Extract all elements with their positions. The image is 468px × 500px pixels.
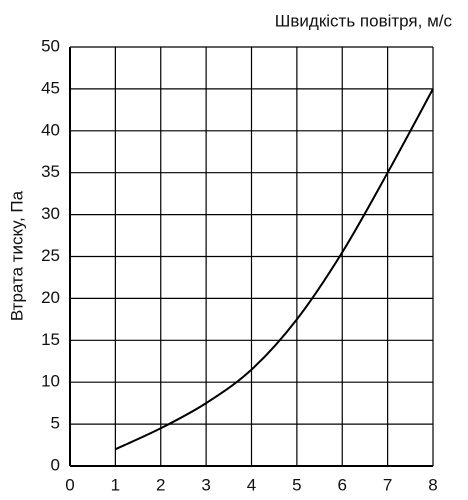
- y-tick-label: 40: [41, 120, 60, 139]
- x-tick-label: 8: [428, 475, 437, 494]
- y-tick-label: 0: [51, 455, 60, 474]
- x-tick-label: 2: [156, 475, 165, 494]
- y-tick-label: 30: [41, 204, 60, 223]
- y-tick-label: 25: [41, 246, 60, 265]
- y-tick-label: 10: [41, 372, 60, 391]
- y-tick-label: 5: [51, 414, 60, 433]
- data-line: [114, 88, 434, 451]
- x-tick-label: 3: [201, 475, 210, 494]
- y-tick-label: 35: [41, 162, 60, 181]
- x-tick-label: 5: [292, 475, 301, 494]
- x-tick-label: 6: [338, 475, 347, 494]
- y-tick-label: 15: [41, 330, 60, 349]
- x-tick-label: 4: [247, 475, 256, 494]
- x-tick-label: 1: [111, 475, 120, 494]
- x-tick-label: 0: [65, 475, 74, 494]
- y-tick-label: 50: [41, 36, 60, 55]
- y-tick-label: 20: [41, 288, 60, 307]
- x-axis-title: Швидкість повітря, м/с: [275, 11, 453, 30]
- x-tick-label: 7: [383, 475, 392, 494]
- y-axis-title: Втрата тиску, Па: [7, 190, 26, 321]
- y-tick-label: 45: [41, 78, 60, 97]
